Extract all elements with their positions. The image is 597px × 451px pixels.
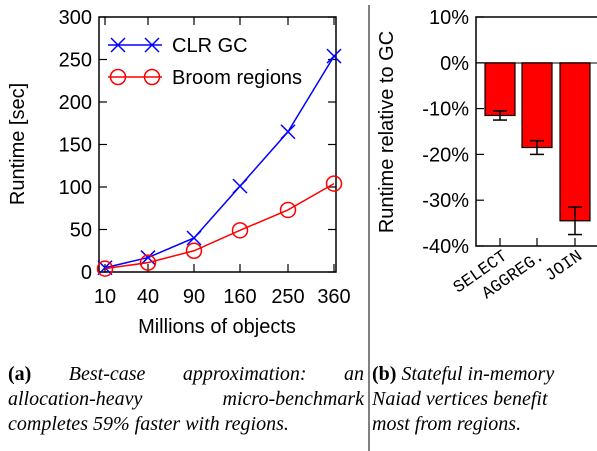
left-y-tick-label: 100 xyxy=(59,177,92,199)
legend-marker xyxy=(110,37,126,53)
caption-b-line3: most from regions. xyxy=(372,413,522,435)
caption-a-line3: completes 59% faster with regions. xyxy=(8,413,289,435)
right-y-tick-label: 0% xyxy=(440,53,469,75)
relative-runtime-bar-chart: 10%0%-10%-20%-30%-40% SELECTAGGREG.JOIN … xyxy=(376,7,597,304)
left-y-tick-label: 150 xyxy=(59,135,92,157)
bar-aggreg xyxy=(521,62,553,149)
caption-a-label: (a) xyxy=(8,363,32,385)
right-x-tick-label: JOIN xyxy=(542,247,586,286)
left-x-tick-label: 10 xyxy=(94,286,116,308)
legend-marker xyxy=(144,37,160,53)
error-bar xyxy=(568,206,582,236)
runtime-line-chart: 0 50 100 150 200 250 300 10 40 90 160 250 360 Runti… xyxy=(7,7,351,338)
legend-marker xyxy=(109,68,127,86)
caption-b-label: (b) xyxy=(372,363,397,385)
broom-regions-point xyxy=(325,175,343,192)
broom-regions-point xyxy=(231,222,249,239)
left-y-tick-label: 300 xyxy=(59,7,92,29)
left-x-tick-label: 40 xyxy=(137,286,159,308)
left-y-tick-label: 250 xyxy=(59,50,92,72)
clr-gc-point xyxy=(326,48,342,64)
left-y-axis-label: Runtime [sec] xyxy=(7,83,29,205)
clr-gc-point xyxy=(186,230,202,246)
left-y-tick-label: 200 xyxy=(59,92,92,114)
caption-b: (b) Stateful in-memory Naiad vertices be… xyxy=(372,362,597,437)
error-bar xyxy=(493,110,507,121)
right-y-tick-label: -20% xyxy=(422,144,469,166)
right-y-tick-label: 10% xyxy=(429,7,469,29)
left-x-axis-label: Millions of objects xyxy=(138,316,296,338)
error-bar xyxy=(530,139,544,156)
series-line-broom-regions xyxy=(104,182,335,270)
left-x-tick-label: 160 xyxy=(223,286,256,308)
right-y-tick-label: -10% xyxy=(422,99,469,121)
legend-entry-broom-regions: Broom regions xyxy=(172,67,302,89)
broom-regions-point xyxy=(139,254,157,271)
bar-join xyxy=(559,62,591,222)
caption-a-line1: Best-case approximation: an xyxy=(68,363,364,385)
right-y-axis-label: Runtime relative to GC xyxy=(376,31,398,233)
right-plot-frame xyxy=(475,16,597,247)
caption-b-line2: Naiad vertices benefit xyxy=(372,388,548,410)
right-y-tick-label: -40% xyxy=(422,236,469,258)
broom-regions-point xyxy=(96,260,114,277)
caption-a: (a) Best-case approximation: an allocati… xyxy=(8,362,364,437)
clr-gc-point xyxy=(232,178,248,194)
right-y-tick-label: -30% xyxy=(422,190,469,212)
bar-select xyxy=(484,62,516,117)
legend-entry-clr-gc: CLR GC xyxy=(172,35,248,57)
broom-regions-point xyxy=(279,201,297,219)
left-y-tick-label: 0 xyxy=(81,262,92,284)
left-x-tick-label: 90 xyxy=(183,286,205,308)
left-x-tick-label: 250 xyxy=(271,286,304,308)
legend-marker xyxy=(143,68,161,86)
caption-a-line2: allocation-heavy micro-benchmark xyxy=(8,388,364,410)
left-y-tick-label: 50 xyxy=(70,220,92,242)
clr-gc-point xyxy=(280,124,296,140)
broom-regions-point xyxy=(185,242,203,259)
caption-b-line1: Stateful in-memory xyxy=(401,363,555,385)
legend: CLR GC Broom regions xyxy=(108,35,302,89)
left-x-tick-label: 360 xyxy=(317,286,350,308)
